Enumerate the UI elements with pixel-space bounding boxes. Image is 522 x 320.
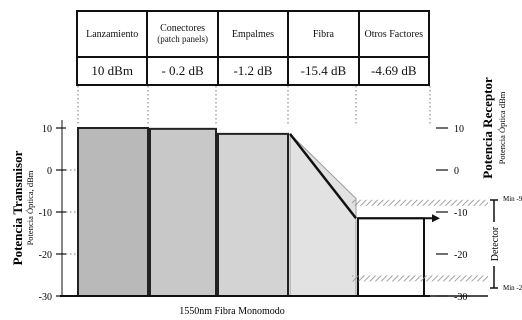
value-lanzamiento: 10 dBm xyxy=(75,56,149,86)
left-tick-label-1: 0 xyxy=(47,166,52,177)
right-tick-label-1: 0 xyxy=(454,166,459,177)
value-fibra: -15.4 dB xyxy=(287,56,360,86)
right-tick-label-0: 10 xyxy=(454,124,464,135)
sensitivity-band-low xyxy=(352,275,488,282)
fiber-loss-block xyxy=(289,132,357,297)
left-axis-ticks: 10 0 -10 -20 -30 xyxy=(39,124,66,303)
fiber-attenuation-line xyxy=(289,133,357,220)
receiver-power-block xyxy=(357,217,425,297)
right-tick-label-2: -10 xyxy=(454,208,467,219)
detector-range-bracket xyxy=(487,199,501,289)
x-axis-label: 1550nm Fibra Monomodo xyxy=(179,306,285,317)
header-otros-factores: Otros Factores xyxy=(357,10,431,58)
detector-label-bg xyxy=(487,222,501,266)
min-label-top: Min -9 xyxy=(503,195,522,203)
receiver-arrow-head xyxy=(432,214,440,223)
right-axis-subtitle: Potencia Óptica dBm xyxy=(497,91,507,164)
header-lanzamiento: Lanzamiento xyxy=(75,10,149,58)
right-tick-label-3: -20 xyxy=(454,250,467,261)
splices-power-block xyxy=(217,132,289,297)
header-conectores: Conectores (patch panels) xyxy=(146,10,219,58)
right-tick-label-4: -30 xyxy=(454,292,467,303)
left-tick-label-4: -30 xyxy=(39,292,52,303)
sensitivity-band-high xyxy=(352,199,488,206)
loss-table: Lanzamiento Conectores (patch panels) Emp… xyxy=(75,10,431,86)
left-tick-label-0: 10 xyxy=(42,124,52,135)
min-label-bottom: Min -27 xyxy=(503,284,522,292)
value-otros-factores: -4.69 dB xyxy=(357,56,431,86)
left-axis-subtitle: Potencia Óptica, dBm xyxy=(25,170,35,245)
right-axis-ticks: 10 0 -10 -20 -30 xyxy=(436,124,467,303)
value-empalmes: -1.2 dB xyxy=(216,56,290,86)
header-fibra: Fibra xyxy=(287,10,360,58)
connectors-power-block xyxy=(149,127,217,297)
launch-power-block xyxy=(77,127,149,297)
header-empalmes: Empalmes xyxy=(216,10,290,58)
left-tick-label-2: -10 xyxy=(39,208,52,219)
detector-label: Detector xyxy=(490,226,501,261)
right-axis-title: Potencia Receptor xyxy=(480,77,495,179)
power-level-blocks xyxy=(60,127,488,297)
value-conectores: - 0.2 dB xyxy=(146,56,219,86)
left-axis-title: Potencia Transmisor xyxy=(10,150,25,265)
left-tick-label-3: -20 xyxy=(39,250,52,261)
